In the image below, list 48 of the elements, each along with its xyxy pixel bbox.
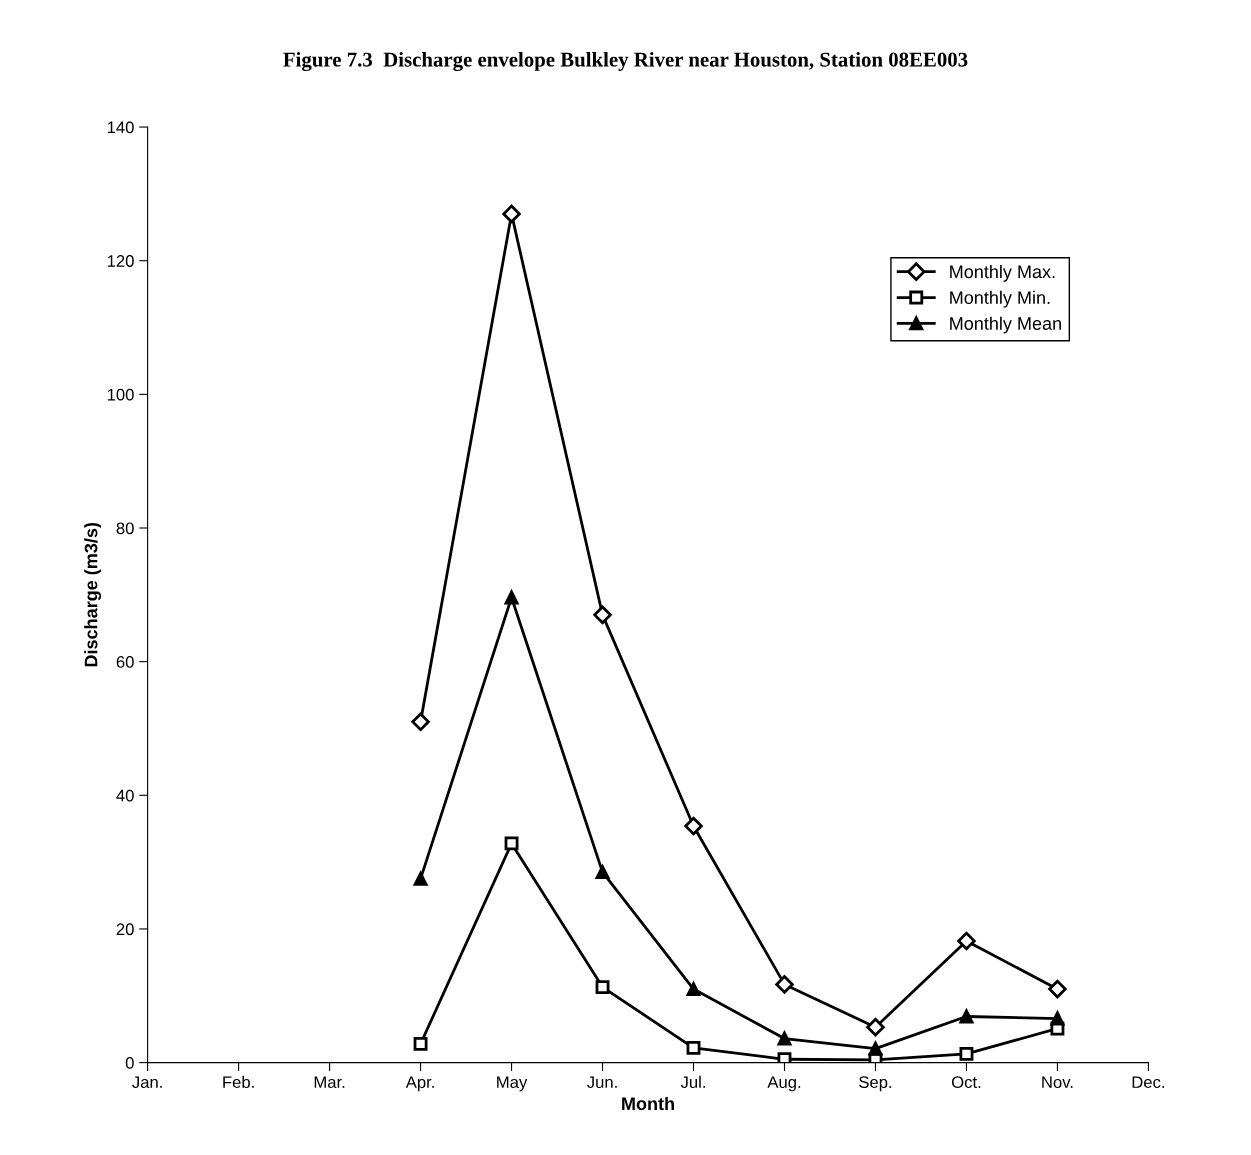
y-tick-label: 120 (107, 255, 134, 267)
x-tick-label: Mar. (314, 1076, 345, 1089)
legend-label: Monthly Mean (950, 316, 1061, 334)
y-tick-label: 140 (107, 121, 134, 134)
x-tick-label: Apr. (405, 1076, 434, 1092)
y-tick-label: 0 (125, 1057, 134, 1069)
y-tick-label: 100 (107, 388, 134, 401)
point (413, 1036, 428, 1051)
point (686, 982, 701, 997)
x-tick-label: Aug. (767, 1076, 801, 1092)
point (503, 588, 520, 605)
x-tick-label: Nov. (1042, 1076, 1073, 1089)
point (957, 931, 976, 951)
y-tick-label: 60 (116, 656, 134, 668)
y-tick-label: 20 (116, 923, 134, 936)
point (595, 980, 610, 995)
point (777, 1031, 792, 1046)
x-tick-label: Jul. (680, 1075, 705, 1089)
y-tick-label: 80 (116, 522, 134, 535)
point (958, 1007, 975, 1024)
point (413, 871, 428, 886)
x-tick-label: Oct. (951, 1076, 981, 1089)
x-tick-label: Jan. (132, 1076, 162, 1089)
point (959, 1046, 974, 1061)
point (775, 975, 794, 994)
point (504, 836, 519, 851)
x-tick-label: Dec. (1132, 1076, 1165, 1089)
x-tick-label: May (497, 1076, 528, 1092)
point (1050, 1011, 1065, 1026)
point (502, 204, 521, 224)
x-tick-label: Feb. (223, 1075, 254, 1089)
point (1048, 979, 1067, 999)
x-axis-title: Month (622, 1096, 674, 1111)
x-tick-label: Jun. (587, 1076, 617, 1089)
point (777, 1052, 792, 1063)
point (595, 865, 610, 880)
point (411, 712, 430, 732)
point (866, 1017, 885, 1037)
legend-label: Monthly Max. (950, 264, 1055, 282)
point (868, 1041, 883, 1056)
point (593, 605, 612, 625)
point (684, 816, 703, 836)
y-axis-title: Discharge (m3/s) (84, 522, 102, 667)
point (686, 1040, 701, 1055)
chart-title: Figure 7.3 Discharge envelope Bulkley River near Houston, Station 08EE003 (283, 51, 968, 72)
legend-label: Monthly Min. (950, 290, 1050, 308)
x-tick-label: Sep. (859, 1076, 892, 1092)
y-tick-label: 40 (116, 789, 134, 802)
